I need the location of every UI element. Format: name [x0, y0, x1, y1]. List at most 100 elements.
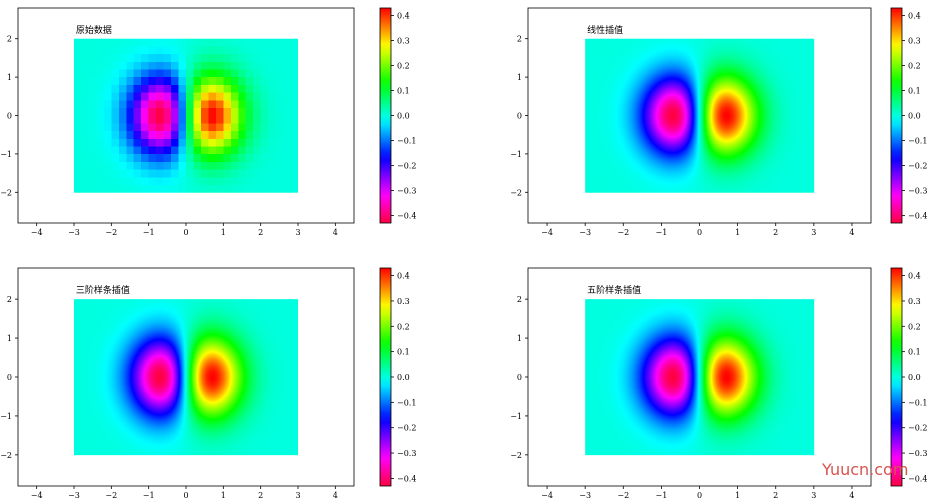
y-tick-label: 1 — [7, 73, 12, 82]
watermark-text: Yuucn.com — [821, 460, 908, 479]
x-tick-label: −1 — [655, 491, 667, 500]
colorbar-tick-label: 0.4 — [397, 12, 410, 21]
colorbar-tick-label: 0.2 — [908, 322, 921, 331]
colorbar — [890, 267, 903, 487]
colorbar-tick-label: −0.1 — [397, 398, 416, 407]
colorbar-tick-label: 0.2 — [397, 62, 410, 71]
colorbar-tick-label: 0.1 — [908, 348, 921, 357]
subplot-title: 原始数据 — [76, 24, 112, 36]
colorbar-tick-label: 0.1 — [397, 87, 410, 96]
colorbar-tick-label: 0.0 — [397, 373, 410, 382]
y-tick-label: 2 — [517, 295, 522, 304]
colorbar-tick-label: −0.2 — [397, 424, 416, 433]
x-tick-label: 4 — [849, 228, 854, 237]
x-tick-label: −2 — [617, 228, 629, 237]
colorbar-tick-label: −0.4 — [397, 212, 416, 221]
y-tick-label: 1 — [7, 334, 12, 343]
x-tick-label: −4 — [541, 228, 553, 237]
colorbar-tick-label: 0.3 — [908, 37, 921, 46]
colorbar — [379, 267, 392, 487]
x-tick-label: 0 — [697, 228, 702, 237]
y-tick-label: 1 — [517, 73, 522, 82]
x-tick-label: 3 — [295, 491, 300, 500]
y-tick-label: −1 — [510, 150, 522, 159]
colorbar-tick-label: −0.4 — [908, 474, 927, 483]
colorbar-tick-label: −0.3 — [908, 187, 927, 196]
x-tick-label: 4 — [333, 228, 338, 237]
x-tick-label: −4 — [541, 491, 553, 500]
x-tick-label: 2 — [773, 491, 778, 500]
colorbar-tick-label: −0.3 — [908, 449, 927, 458]
colorbar-tick-label: 0.4 — [397, 272, 410, 281]
heatmap-image — [585, 299, 815, 456]
x-tick-label: 4 — [333, 491, 338, 500]
subplot-title: 三阶样条插值 — [76, 284, 130, 296]
x-tick-label: −3 — [579, 491, 591, 500]
x-tick-label: 0 — [183, 491, 188, 500]
x-tick-label: 2 — [258, 228, 263, 237]
y-tick-label: 0 — [7, 373, 12, 382]
colorbar-tick-label: −0.1 — [908, 398, 927, 407]
y-tick-label: 2 — [7, 35, 12, 44]
subplot-1: −4 −3 −2 −1 0 1 2 3 4 −2 −1 0 1 2 原始数据 0.4 0.3 0.2 0.1 0.0 −… — [0, 7, 416, 237]
x-tick-label: 0 — [697, 491, 702, 500]
colorbar-tick-label: −0.2 — [908, 424, 927, 433]
colorbar-tick-label: 0.1 — [397, 348, 410, 357]
colorbar-tick-label: 0.2 — [397, 322, 410, 331]
x-tick-label: 3 — [811, 228, 816, 237]
x-tick-label: −2 — [105, 491, 117, 500]
y-tick-label: −2 — [510, 451, 522, 460]
x-tick-label: −4 — [31, 228, 43, 237]
y-tick-label: 0 — [7, 112, 12, 121]
y-tick-label: 1 — [517, 334, 522, 343]
colorbar — [890, 7, 903, 224]
colorbar-tick-label: −0.1 — [908, 137, 927, 146]
x-tick-label: 3 — [295, 228, 300, 237]
y-tick-label: −1 — [0, 412, 12, 421]
colorbar-tick-label: 0.3 — [397, 37, 410, 46]
x-tick-label: −2 — [105, 228, 117, 237]
colorbar-tick-label: −0.3 — [397, 187, 416, 196]
y-tick-label: 2 — [517, 35, 522, 44]
colorbar-tick-label: 0.2 — [908, 62, 921, 71]
subplot-3: −4 −3 −2 −1 0 1 2 3 4 −2 −1 0 1 2 三阶样条插值 0.4 0.3 0.2 0.1 0.… — [0, 267, 416, 500]
heatmap-image — [74, 38, 298, 193]
colorbar-tick-label: 0.3 — [397, 297, 410, 306]
x-tick-label: 1 — [735, 491, 740, 500]
x-tick-label: 2 — [258, 491, 263, 500]
x-tick-label: 1 — [221, 491, 226, 500]
x-tick-label: −3 — [68, 228, 80, 237]
y-tick-label: −2 — [0, 451, 12, 460]
x-tick-label: 1 — [221, 228, 226, 237]
y-tick-label: −1 — [0, 150, 12, 159]
subplot-title: 五阶样条插值 — [587, 284, 641, 296]
x-tick-label: −3 — [68, 491, 80, 500]
colorbar-tick-label: −0.2 — [397, 162, 416, 171]
colorbar-tick-label: −0.4 — [397, 474, 416, 483]
x-tick-label: −1 — [655, 228, 667, 237]
subplot-4: −4 −3 −2 −1 0 1 2 3 4 −2 −1 0 1 2 五阶样条插值 0.4 0.3 0.2 0.1 0.… — [510, 267, 927, 500]
x-tick-label: −2 — [617, 491, 629, 500]
x-tick-label: −4 — [31, 491, 43, 500]
colorbar-tick-label: 0.0 — [908, 373, 921, 382]
colorbar-tick-label: −0.1 — [397, 137, 416, 146]
y-tick-label: 0 — [517, 373, 522, 382]
colorbar-tick-label: 0.4 — [908, 12, 921, 21]
colorbar-tick-label: 0.1 — [908, 87, 921, 96]
heatmap-image — [74, 299, 298, 456]
colorbar-tick-label: 0.0 — [908, 112, 921, 121]
y-tick-label: −1 — [510, 412, 522, 421]
colorbar-tick-label: 0.3 — [908, 297, 921, 306]
y-tick-label: −2 — [0, 188, 12, 197]
x-tick-label: 2 — [773, 228, 778, 237]
x-tick-label: 1 — [735, 228, 740, 237]
colorbar-tick-label: −0.2 — [908, 162, 927, 171]
colorbar-tick-label: −0.3 — [397, 449, 416, 458]
x-tick-label: 4 — [849, 491, 854, 500]
y-tick-label: −2 — [510, 188, 522, 197]
x-tick-label: 0 — [183, 228, 188, 237]
x-tick-label: −1 — [143, 228, 155, 237]
subplot-2: −4 −3 −2 −1 0 1 2 3 4 −2 −1 0 1 2 线性插值 0.4 0.3 0.2 0.1 0.0 −… — [510, 7, 927, 237]
x-tick-label: −3 — [579, 228, 591, 237]
colorbar — [379, 7, 392, 224]
